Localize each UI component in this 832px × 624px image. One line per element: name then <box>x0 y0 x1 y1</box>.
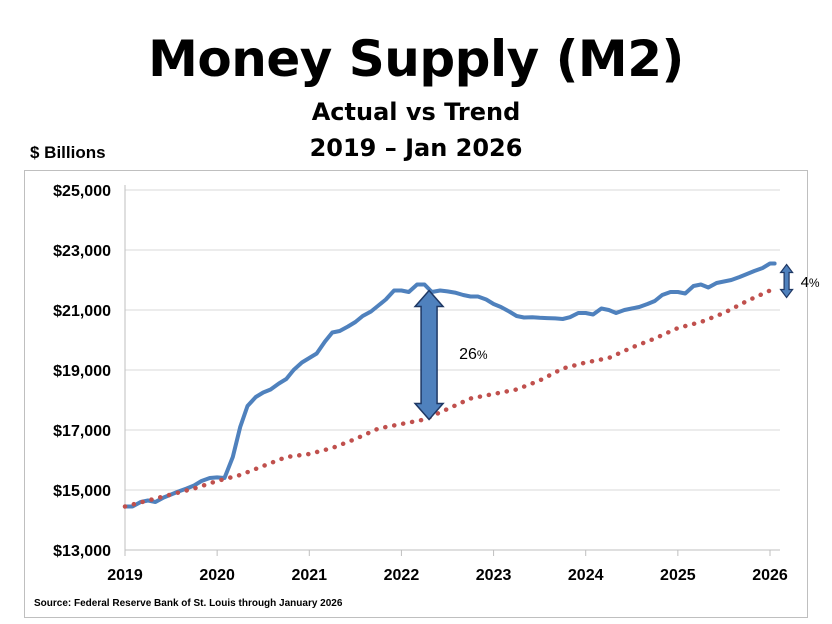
gap-arrow-4 <box>779 263 794 299</box>
gap-arrow-26 <box>413 289 445 421</box>
y-tick-label: $15,000 <box>53 483 111 500</box>
source-note: Source: Federal Reserve Bank of St. Loui… <box>34 598 343 609</box>
y-axis-label: $ Billions <box>30 143 106 162</box>
chart-period: 2019 – Jan 2026 <box>309 134 523 162</box>
x-tick-label: 2024 <box>568 567 604 584</box>
y-tick-label: $19,000 <box>53 363 111 380</box>
y-tick-label: $23,000 <box>53 243 111 260</box>
x-tick-label: 2021 <box>291 567 327 584</box>
y-tick-label: $21,000 <box>53 303 111 320</box>
gap-label-4: 4% <box>801 274 820 291</box>
x-tick-label: 2022 <box>384 567 420 584</box>
x-tick-label: 2026 <box>752 567 788 584</box>
y-tick-label: $25,000 <box>53 183 111 200</box>
chart-subtitle: Actual vs Trend <box>311 98 521 126</box>
y-tick-label: $17,000 <box>53 423 111 440</box>
x-tick-label: 2020 <box>199 567 235 584</box>
gap-label-26: 26% <box>459 346 488 363</box>
y-tick-label: $13,000 <box>53 543 111 560</box>
plot-area-border <box>24 170 808 618</box>
chart-title: Money Supply (M2) <box>148 30 684 88</box>
actual-series-line <box>123 261 777 509</box>
x-tick-label: 2023 <box>476 567 512 584</box>
trend-series-line <box>122 286 777 509</box>
x-tick-label: 2025 <box>660 567 696 584</box>
x-tick-label: 2019 <box>107 567 143 584</box>
